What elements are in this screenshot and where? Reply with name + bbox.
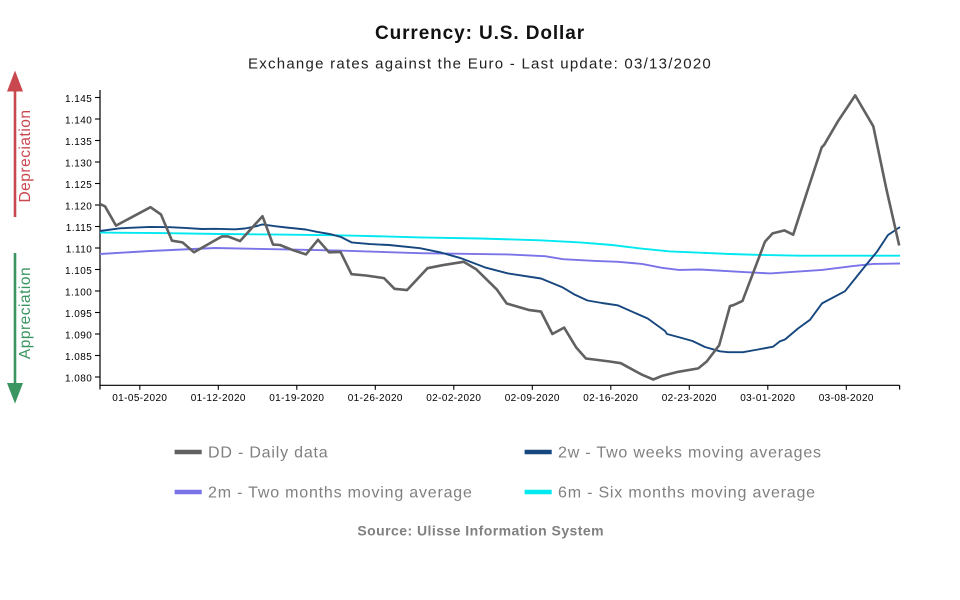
svg-text:2w - Two weeks moving averages: 2w - Two weeks moving averages bbox=[558, 445, 822, 462]
svg-text:Exchange rates against the Eur: Exchange rates against the Euro - Last u… bbox=[248, 56, 712, 73]
svg-text:1.095: 1.095 bbox=[65, 309, 92, 320]
svg-text:1.115: 1.115 bbox=[66, 223, 93, 234]
svg-text:1.130: 1.130 bbox=[65, 158, 92, 169]
svg-text:Source: Ulisse Information Sys: Source: Ulisse Information System bbox=[357, 523, 604, 539]
svg-text:DD - Daily data: DD - Daily data bbox=[208, 445, 328, 462]
svg-text:02-23-2020: 02-23-2020 bbox=[662, 393, 717, 404]
svg-text:1.140: 1.140 bbox=[65, 115, 92, 126]
svg-text:02-16-2020: 02-16-2020 bbox=[583, 393, 638, 404]
svg-text:03-01-2020: 03-01-2020 bbox=[740, 393, 795, 404]
svg-text:1.145: 1.145 bbox=[65, 94, 92, 105]
svg-text:01-19-2020: 01-19-2020 bbox=[269, 393, 324, 404]
svg-text:02-02-2020: 02-02-2020 bbox=[426, 393, 481, 404]
svg-text:2m - Two months moving average: 2m - Two months moving average bbox=[208, 485, 473, 502]
svg-text:1.090: 1.090 bbox=[65, 330, 92, 341]
svg-text:1.120: 1.120 bbox=[65, 201, 92, 212]
svg-text:1.105: 1.105 bbox=[65, 266, 92, 277]
svg-text:Depreciation: Depreciation bbox=[17, 109, 34, 202]
svg-text:1.135: 1.135 bbox=[65, 137, 92, 148]
svg-text:01-26-2020: 01-26-2020 bbox=[348, 393, 403, 404]
svg-text:Appreciation: Appreciation bbox=[17, 267, 34, 359]
svg-text:1.085: 1.085 bbox=[65, 352, 92, 363]
svg-text:01-12-2020: 01-12-2020 bbox=[191, 393, 246, 404]
svg-text:1.125: 1.125 bbox=[65, 180, 92, 191]
svg-text:1.080: 1.080 bbox=[65, 373, 92, 384]
svg-text:03-08-2020: 03-08-2020 bbox=[819, 393, 874, 404]
svg-text:Currency: U.S. Dollar: Currency: U.S. Dollar bbox=[375, 23, 585, 44]
svg-text:01-05-2020: 01-05-2020 bbox=[112, 393, 167, 404]
svg-text:02-09-2020: 02-09-2020 bbox=[505, 393, 560, 404]
svg-text:6m - Six months moving average: 6m - Six months moving average bbox=[558, 485, 816, 502]
svg-text:1.110: 1.110 bbox=[66, 244, 93, 255]
svg-text:1.100: 1.100 bbox=[65, 287, 92, 298]
